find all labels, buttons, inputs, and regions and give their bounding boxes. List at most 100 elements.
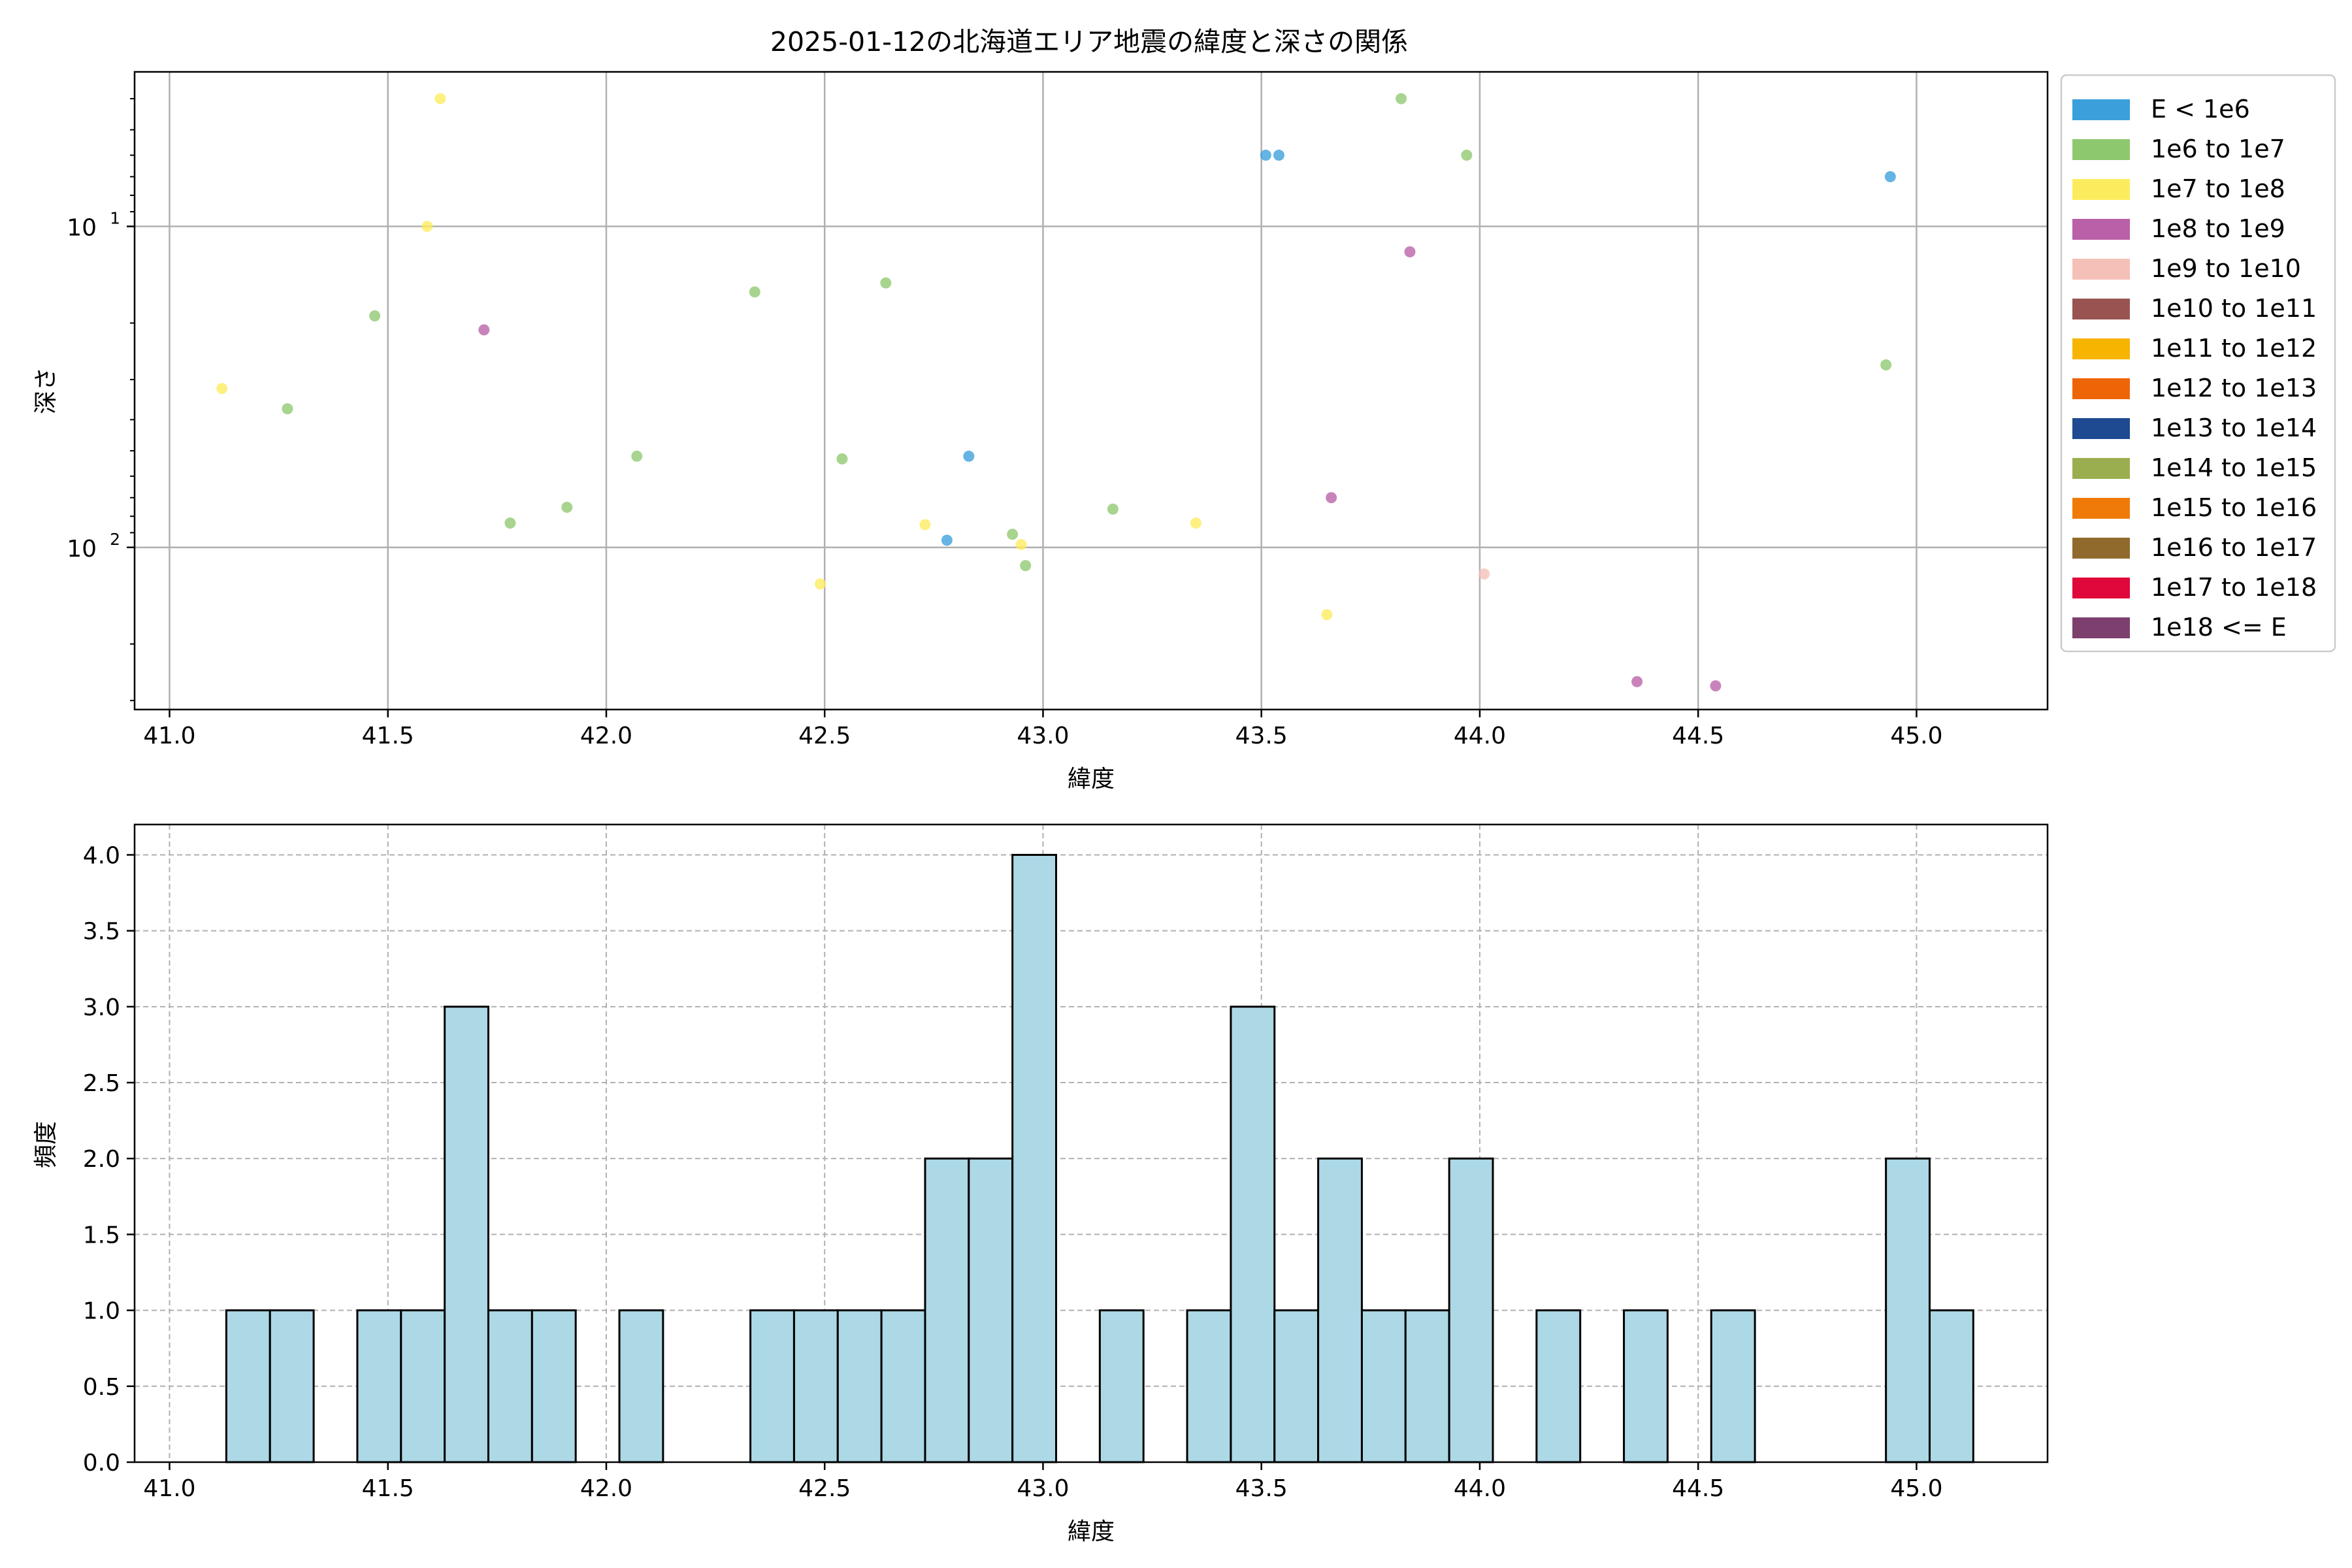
histogram-y-ticks: 0.0 0.5 1.0 1.5 2.0 2.5 3.0 3.5 4.0	[83, 842, 135, 1477]
scatter-x-tick-label: 41.0	[143, 723, 195, 749]
scatter-point	[1273, 150, 1284, 161]
legend-swatch	[2072, 418, 2130, 439]
scatter-x-ticks: 41.0 41.5 42.0 42.5 43.0 43.5 44.0 44.5 45.0	[143, 710, 1943, 749]
legend-label: 1e17 to 1e18	[2151, 573, 2317, 602]
histogram-bar	[1273, 1309, 1320, 1463]
histogram-bar	[1011, 853, 1058, 1463]
legend-swatch	[2072, 498, 2130, 519]
legend: E < 1e6 1e6 to 1e7 1e7 to 1e8 1e8 to 1e9 1e9…	[2060, 74, 2336, 653]
histogram-bar	[1360, 1309, 1407, 1463]
scatter-point	[478, 324, 490, 336]
scatter-y-tick-exponent: 1	[110, 209, 120, 228]
histogram-y-tick-label: 1.5	[83, 1222, 120, 1249]
scatter-y-tick-label: 10	[67, 536, 97, 563]
scatter-x-tick-label: 41.5	[362, 723, 414, 749]
histogram-bar	[1186, 1309, 1232, 1463]
histogram-x-tick-label: 41.0	[143, 1475, 195, 1502]
histogram-bar	[1404, 1309, 1450, 1463]
scatter-point	[504, 517, 516, 529]
legend-label: 1e12 to 1e13	[2151, 374, 2317, 402]
histogram-y-tick-label: 4.0	[83, 842, 120, 869]
scatter-point	[1631, 676, 1643, 687]
legend-swatch	[2072, 259, 2130, 280]
legend-swatch	[2072, 338, 2130, 359]
scatter-point	[1190, 517, 1201, 529]
scatter-x-axis-label: 緯度	[1068, 766, 1115, 792]
histogram-x-tick-label: 42.5	[798, 1475, 851, 1502]
legend-label: 1e8 to 1e9	[2151, 214, 2285, 243]
histogram-bar	[1710, 1309, 1756, 1463]
histogram-bar	[792, 1309, 839, 1463]
scatter-point	[1404, 246, 1416, 257]
histogram-bar	[749, 1309, 795, 1463]
scatter-point	[561, 501, 573, 513]
scatter-point	[815, 578, 826, 590]
scatter-point	[1396, 93, 1407, 105]
histogram-bar	[1448, 1157, 1494, 1463]
histogram-x-tick-label: 41.5	[362, 1475, 414, 1502]
histogram-x-tick-label: 45.0	[1890, 1475, 1942, 1502]
histogram-y-tick-label: 0.5	[83, 1374, 120, 1401]
legend-swatch	[2072, 99, 2130, 120]
histogram-plot-frame	[133, 823, 2049, 1463]
histogram-bar	[1535, 1309, 1582, 1463]
scatter-point	[369, 310, 381, 321]
histogram-bar	[968, 1157, 1014, 1463]
legend-label: E < 1e6	[2151, 95, 2250, 123]
histogram-x-tick-label: 42.0	[580, 1475, 632, 1502]
legend-swatch	[2072, 458, 2130, 479]
legend-label: 1e7 to 1e8	[2151, 174, 2285, 203]
legend-swatch	[2072, 179, 2130, 200]
scatter-point	[1884, 171, 1896, 182]
histogram-bar	[1885, 1157, 1931, 1463]
scatter-point	[216, 383, 228, 395]
scatter-y-axis-label: 深さ	[33, 367, 59, 414]
scatter-point	[836, 453, 848, 465]
histogram-bar	[444, 1005, 489, 1463]
scatter-point	[1020, 560, 1032, 572]
legend-label: 1e15 to 1e16	[2151, 493, 2317, 522]
scatter-point	[1015, 539, 1027, 551]
legend-swatch	[2072, 538, 2130, 559]
scatter-x-tick-label: 42.0	[580, 723, 632, 749]
scatter-grid	[135, 72, 2048, 710]
histogram-bar	[531, 1309, 577, 1463]
scatter-point	[421, 221, 433, 233]
histogram-bar	[487, 1309, 533, 1463]
scatter-x-tick-label: 42.5	[798, 723, 851, 749]
histogram-bars	[225, 853, 1974, 1463]
histogram-x-ticks: 41.0 41.5 42.0 42.5 43.0 43.5 44.0 44.5 45.0	[143, 1462, 1943, 1502]
scatter-y-tick-exponent: 2	[110, 530, 120, 549]
histogram-y-tick-label: 0.0	[83, 1450, 120, 1477]
histogram-bar	[225, 1309, 271, 1463]
legend-label: 1e11 to 1e12	[2151, 334, 2317, 363]
scatter-point	[963, 450, 975, 462]
histogram-bar	[356, 1309, 402, 1463]
scatter-point	[631, 450, 643, 462]
histogram-bar	[618, 1309, 664, 1463]
scatter-point	[1880, 359, 1892, 370]
legend-swatch	[2072, 139, 2130, 160]
histogram-x-tick-label: 43.5	[1235, 1475, 1288, 1502]
scatter-point	[749, 286, 760, 298]
histogram-y-tick-label: 2.0	[83, 1146, 120, 1173]
scatter-chart: 2025-01-12の北海道エリア地震の緯度と深さの関係 41.0 41.5 42.…	[33, 26, 2336, 792]
histogram-bar	[269, 1309, 315, 1463]
scatter-y-tick-label: 10	[67, 215, 97, 242]
legend-swatch	[2072, 219, 2130, 240]
histogram-bar	[880, 1309, 926, 1463]
scatter-point	[919, 519, 931, 531]
legend-swatch	[2072, 299, 2130, 319]
histogram-bar	[1317, 1157, 1363, 1463]
scatter-x-tick-label: 44.0	[1454, 723, 1506, 749]
histogram-bar	[1098, 1309, 1145, 1463]
histogram-bar	[1230, 1005, 1276, 1463]
scatter-point	[941, 534, 953, 546]
scatter-y-ticks: 10 1 10 2	[67, 98, 135, 702]
scatter-point	[282, 403, 293, 415]
scatter-point	[1260, 150, 1271, 161]
legend-swatch	[2072, 617, 2130, 638]
histogram-y-tick-label: 1.0	[83, 1298, 120, 1325]
scatter-point	[1107, 503, 1119, 515]
